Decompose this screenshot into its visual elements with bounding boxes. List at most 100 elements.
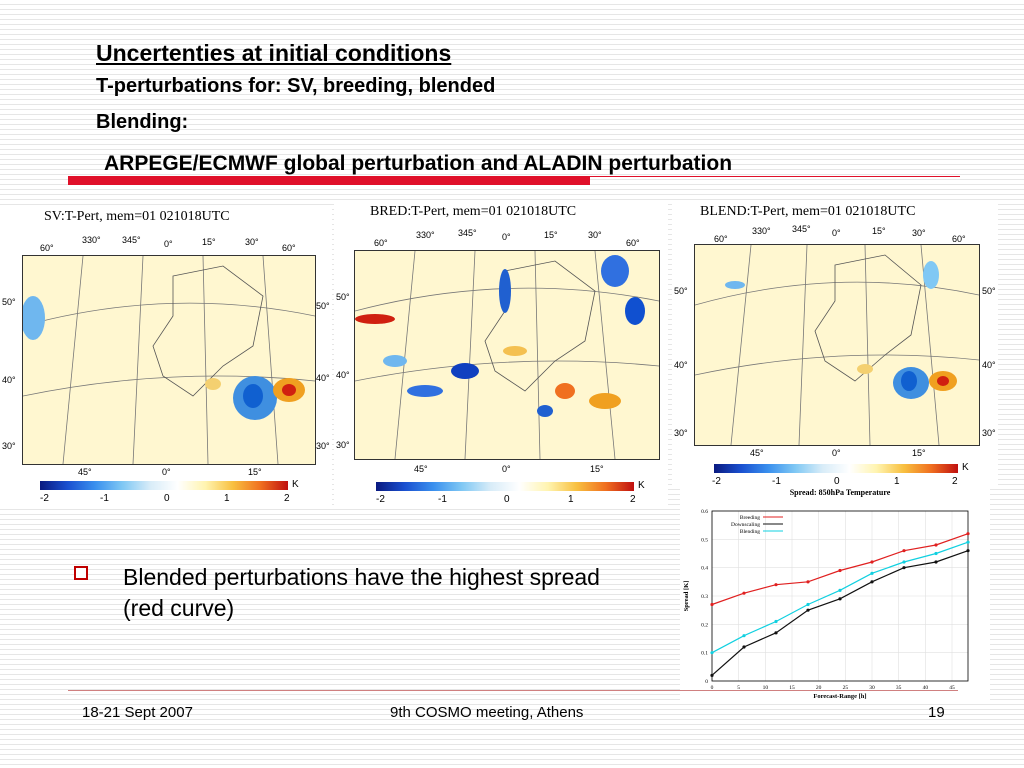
x-axis-label: Forecast-Range [h]	[813, 693, 866, 700]
y-tick-label: 0.1	[701, 651, 708, 657]
map-bred-graphic	[355, 251, 659, 459]
coord-top-3: 345°	[792, 224, 811, 234]
chart-frame	[711, 510, 969, 682]
bullet-text: Blended perturbations have the highest s…	[123, 564, 600, 621]
coord-top-4: 0°	[502, 232, 511, 242]
coord-top-7: 60°	[626, 238, 640, 248]
map-sv-graphic	[23, 256, 315, 464]
series-point-downscaling	[934, 560, 938, 564]
legend-label-breeding: Breeding	[740, 515, 760, 521]
bullet-marker	[74, 566, 88, 580]
coord-top-7: 60°	[282, 243, 296, 253]
coord-top-5: 15°	[544, 230, 558, 240]
coord-right-2: 40°	[316, 373, 330, 383]
coord-left-3: 30°	[2, 441, 16, 451]
colorbar-bred-tick: -1	[438, 494, 447, 505]
colorbar-sv-unit: K	[292, 479, 299, 490]
coord-right-1: 50°	[316, 301, 330, 311]
colorbar-bred-tick: -2	[376, 494, 385, 505]
series-point-breeding	[774, 583, 778, 587]
coord-left-1: 50°	[336, 292, 350, 302]
coord-left-2: 40°	[674, 360, 688, 370]
coord-bottom-1: 45°	[750, 448, 764, 458]
series-point-downscaling	[966, 549, 970, 553]
y-axis-label: Spread [K]	[683, 581, 690, 612]
y-tick-label: 0.4	[701, 566, 708, 572]
coord-bottom-3: 15°	[248, 467, 262, 477]
coord-top-4: 0°	[164, 239, 173, 249]
colorbar-bred	[376, 482, 634, 491]
coord-top-7: 60°	[952, 234, 966, 244]
coord-top-5: 15°	[872, 226, 886, 236]
y-tick-label: 0.6	[701, 509, 708, 515]
panel-blend: BLEND:T-Pert, mem=01 021018UTC 60° 330° …	[672, 200, 998, 487]
x-tick-label: 45	[949, 685, 955, 691]
colorbar-sv	[40, 481, 288, 490]
series-point-breeding	[902, 549, 906, 553]
colorbar-blend-unit: K	[962, 462, 969, 473]
y-tick-label: 0.2	[701, 622, 708, 628]
series-point-blending	[806, 602, 810, 607]
footer-event: 9th COSMO meeting, Athens	[390, 704, 584, 721]
coord-bottom-3: 15°	[590, 464, 604, 474]
series-point-blending	[838, 588, 842, 592]
blending-description: ARPEGE/ECMWF global perturbation and ALA…	[104, 152, 733, 175]
panel-bred-label: BRED:T-Pert, mem=01 021018UTC	[370, 204, 577, 219]
y-tick-label: 0.5	[701, 537, 708, 543]
series-point-breeding	[934, 543, 938, 547]
map-bred	[354, 250, 660, 460]
series-point-blending	[870, 571, 874, 575]
coord-top-6: 30°	[912, 228, 926, 238]
colorbar-blend-tick: -2	[712, 476, 721, 487]
colorbar-bred-tick: 0	[504, 494, 510, 505]
colorbar-sv-tick: 0	[164, 493, 170, 504]
coord-bottom-3: 15°	[912, 448, 926, 458]
footer-divider	[68, 690, 958, 691]
x-tick-label: 25	[843, 685, 849, 691]
coord-left-1: 50°	[674, 286, 688, 296]
x-tick-label: 40	[923, 685, 929, 691]
coord-right-3: 30°	[316, 441, 330, 451]
series-point-downscaling	[774, 631, 778, 635]
series-point-breeding	[838, 568, 842, 573]
chart-title: Spread: 850hPa Temperature	[790, 488, 891, 497]
legend-label-blending: Blending	[740, 529, 760, 535]
series-point-downscaling	[710, 673, 714, 677]
coord-left-2: 40°	[336, 370, 350, 380]
map-blend-graphic	[695, 245, 979, 445]
coord-top-2: 330°	[416, 230, 435, 240]
colorbar-sv-tick: -1	[100, 493, 109, 504]
coord-top-5: 15°	[202, 237, 216, 247]
colorbar-blend-tick: 0	[834, 476, 840, 487]
colorbar-blend	[714, 464, 958, 473]
coord-right-3: 30°	[982, 428, 996, 438]
series-point-breeding	[870, 560, 874, 564]
coord-right-1: 50°	[982, 286, 996, 296]
x-tick-label: 5	[737, 685, 740, 691]
x-tick-label: 10	[763, 685, 769, 691]
spread-chart-svg: Spread: 850hPa Temperature 0 0.1 0.2 0.3 0.4 0…	[683, 488, 970, 700]
colorbar-sv-tick: 2	[284, 493, 290, 504]
colorbar-bred-tick: 1	[568, 494, 574, 505]
coord-bottom-2: 0°	[832, 448, 841, 458]
panel-sv: SV:T-Pert, mem=01 021018UTC 60° 330° 345…	[0, 205, 332, 505]
coord-bottom-1: 45°	[78, 467, 92, 477]
panel-sv-label: SV:T-Pert, mem=01 021018UTC	[44, 209, 230, 224]
coord-top-6: 30°	[588, 230, 602, 240]
footer-page-number: 19	[928, 704, 945, 721]
colorbar-blend-tick: -1	[772, 476, 781, 487]
x-tick-label: 0	[711, 685, 714, 691]
coord-top-2: 330°	[82, 235, 101, 245]
colorbar-blend-tick: 2	[952, 476, 958, 487]
coord-left-2: 40°	[2, 375, 16, 385]
title-divider-bar	[68, 176, 590, 185]
colorbar-sv-tick: -2	[40, 493, 49, 504]
slide-subtitle: T-perturbations for: SV, breeding, blend…	[96, 75, 496, 97]
x-tick-label: 20	[816, 685, 822, 691]
series-point-blending	[774, 619, 778, 624]
panel-blend-label: BLEND:T-Pert, mem=01 021018UTC	[700, 204, 916, 219]
x-tick-label: 35	[896, 685, 902, 691]
coord-top-4: 0°	[832, 228, 841, 238]
series-point-breeding	[806, 580, 810, 584]
colorbar-sv-tick: 1	[224, 493, 230, 504]
